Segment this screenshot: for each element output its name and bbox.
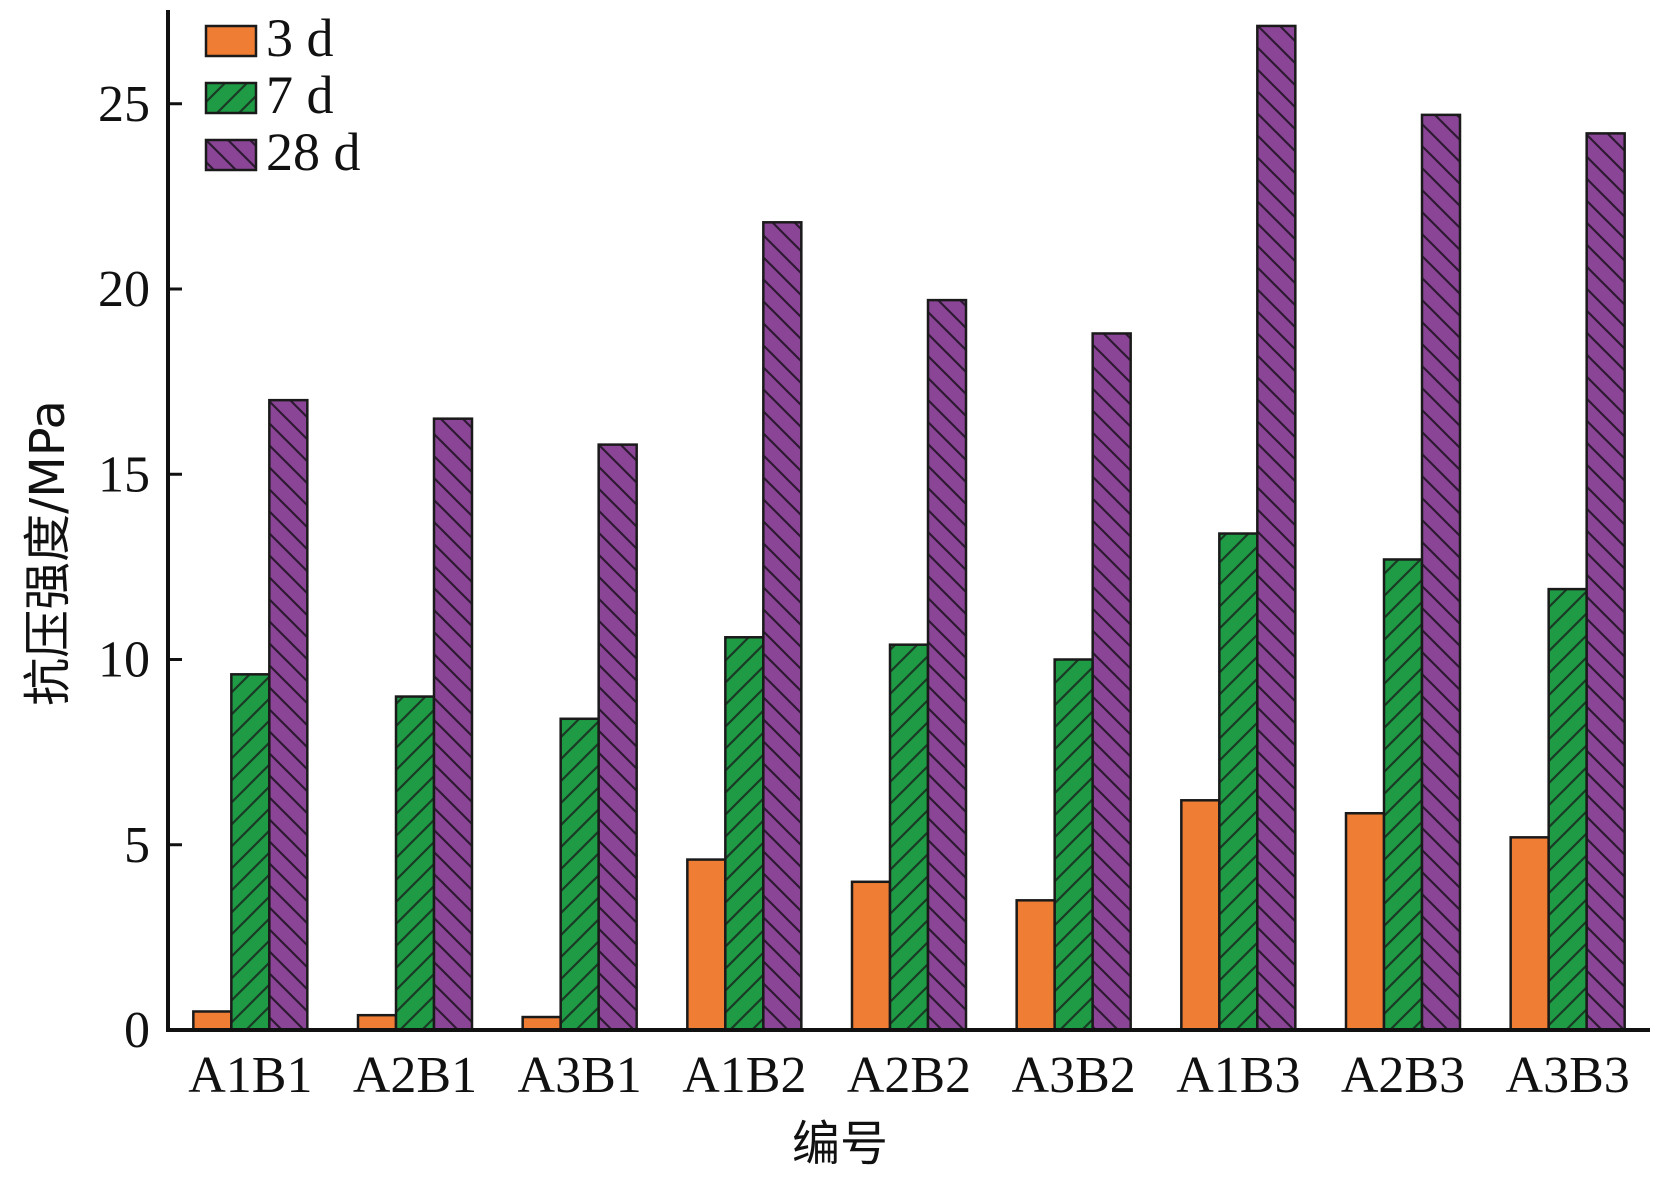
bar-A3B3-7d <box>1547 587 1588 1032</box>
y-tick-label: 15 <box>98 446 150 503</box>
y-tick-label: 20 <box>98 261 150 318</box>
x-tick-label: A3B3 <box>1506 1047 1630 1104</box>
x-tick-label: A1B3 <box>1176 1047 1300 1104</box>
bar-A1B2-7d <box>724 636 765 1032</box>
bar-A2B3-7d <box>1382 558 1424 1032</box>
bar-A3B3-3d <box>1509 836 1550 1032</box>
bar-A1B1-7d <box>230 673 271 1032</box>
legend: 3 d7 d28 d <box>204 8 361 182</box>
bar-A1B3-28d <box>1256 24 1297 1032</box>
bar-A2B1-28d <box>432 417 474 1032</box>
x-tick-label: A3B2 <box>1012 1047 1136 1104</box>
x-tick-label: A2B2 <box>847 1047 971 1104</box>
legend-label: 28 d <box>266 122 361 182</box>
x-tick-label: A1B1 <box>188 1047 312 1104</box>
x-axis-title: 编号 <box>792 1116 888 1172</box>
legend-swatch <box>204 138 258 172</box>
y-axis-ticks: 0 5 10 15 20 25 <box>98 76 182 1059</box>
bar-A3B3-28d <box>1585 132 1626 1032</box>
legend-label: 3 d <box>266 8 334 68</box>
legend-swatch <box>204 81 258 115</box>
bar-A3B1-7d <box>559 717 600 1032</box>
bar-A2B2-7d <box>888 643 930 1032</box>
bar-A2B3-28d <box>1420 113 1462 1032</box>
bar-A2B2-3d <box>850 880 892 1032</box>
bar-A2B1-3d <box>356 1013 398 1032</box>
bar-A2B2-28d <box>926 298 968 1032</box>
bar-A1B1-28d <box>268 398 309 1032</box>
legend-label: 7 d <box>266 65 334 125</box>
x-tick-label: A3B1 <box>518 1047 642 1104</box>
y-tick-label: 25 <box>98 76 150 133</box>
bar-A1B1-3d <box>192 1010 233 1032</box>
bar-A1B3-3d <box>1180 799 1221 1032</box>
x-tick-label: A1B2 <box>682 1047 806 1104</box>
y-tick-label: 5 <box>124 817 150 874</box>
bar-group <box>192 24 1626 1032</box>
bar-A1B2-3d <box>686 858 727 1032</box>
bar-A2B1-7d <box>394 695 436 1032</box>
y-tick-label: 10 <box>98 632 150 689</box>
bar-A1B3-7d <box>1218 532 1259 1032</box>
x-tick-label: A2B1 <box>353 1047 477 1104</box>
y-tick-label: 0 <box>124 1002 150 1059</box>
bar-A3B2-3d <box>1015 899 1056 1032</box>
legend-swatch <box>204 24 258 58</box>
bar-A1B2-28d <box>762 221 803 1032</box>
bar-A3B1-28d <box>597 443 638 1032</box>
bar-A3B2-28d <box>1091 332 1132 1032</box>
x-axis-ticks: A1B1 A2B1 A3B1 A1B2 A2B2 A3B2 A1B3 A2B3 A3B3 <box>188 1047 1630 1104</box>
y-axis-title: 抗压强度/MPa <box>20 400 76 706</box>
bar-A3B2-7d <box>1053 658 1094 1032</box>
x-tick-label: A2B3 <box>1341 1047 1465 1104</box>
bar-A2B3-3d <box>1344 812 1386 1032</box>
